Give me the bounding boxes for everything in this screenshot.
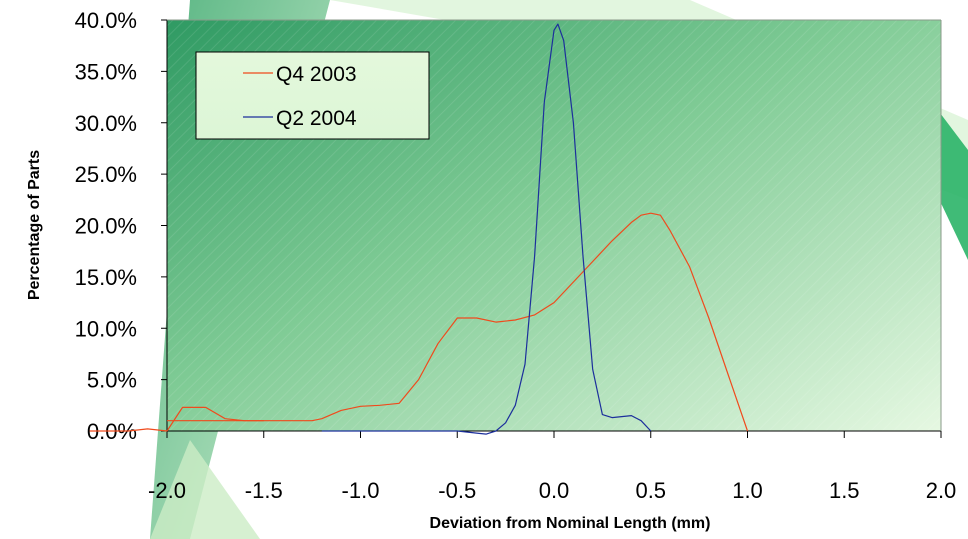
x-tick-label: 0.5	[635, 478, 666, 503]
x-tick-label: -0.5	[438, 478, 476, 503]
legend-box	[195, 51, 430, 140]
x-tick-label: -1.0	[342, 478, 380, 503]
series-layer	[89, 23, 749, 435]
y-tick-label: 15.0%	[75, 265, 137, 290]
y-tick-label: 30.0%	[75, 111, 137, 136]
series-line-q4-2003-fragment	[89, 428, 168, 432]
x-tick-label: -1.5	[245, 478, 283, 503]
series-line-q4-2003	[167, 212, 749, 432]
x-tick-label: 1.5	[829, 478, 860, 503]
series-line-q2-2004	[321, 23, 652, 435]
y-tick-label: 25.0%	[75, 162, 137, 187]
y-tick-label: 40.0%	[75, 8, 137, 33]
legend-label-q4-2003: Q4 2003	[276, 63, 357, 86]
legend-label-q2-2004: Q2 2004	[276, 107, 357, 130]
x-tick-label: 1.0	[732, 478, 763, 503]
y-tick-label: 5.0%	[87, 368, 137, 393]
x-tick-label: 0.0	[539, 478, 570, 503]
y-tick-label: 35.0%	[75, 59, 137, 84]
legend: Q4 2003 Q2 2004	[195, 51, 430, 140]
y-axis-title: Percentage of Parts	[26, 150, 43, 300]
x-tick-label: -2.0	[148, 478, 186, 503]
x-axis-title: Deviation from Nominal Length (mm)	[430, 515, 711, 532]
x-tick-label: 2.0	[926, 478, 957, 503]
y-tick-label: 10.0%	[75, 316, 137, 341]
y-tick-label: 20.0%	[75, 214, 137, 239]
axes: 0.0%5.0%10.0%15.0%20.0%25.0%30.0%35.0%40…	[75, 8, 957, 503]
